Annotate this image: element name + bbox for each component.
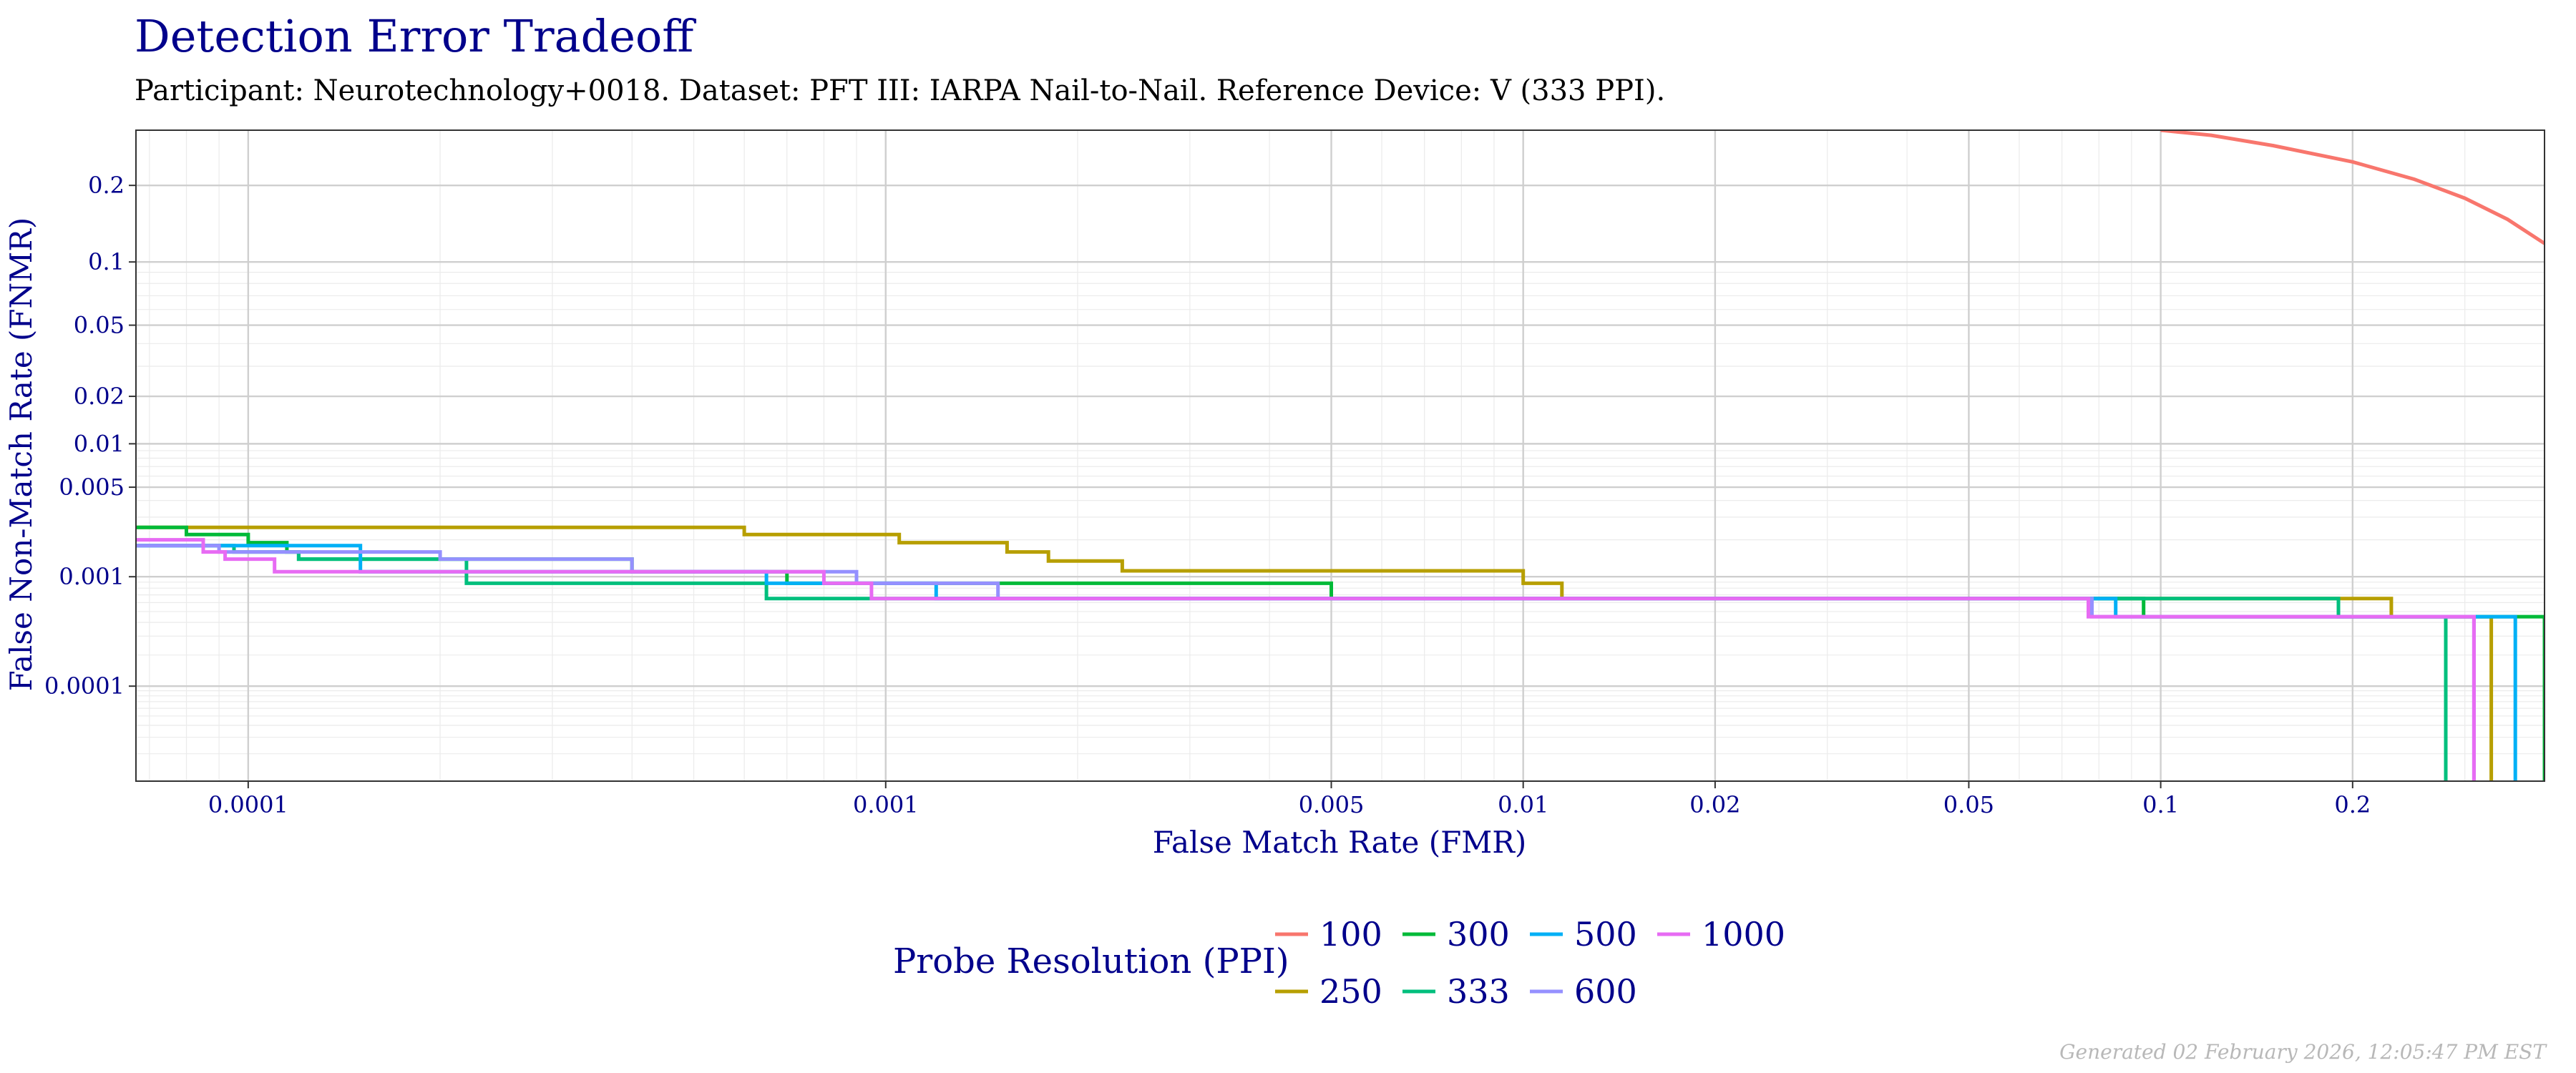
legend-label-1000: 1000 bbox=[1702, 915, 1785, 954]
legend: Probe Resolution (PPI) 100 250 300 333 500 60… bbox=[893, 915, 1785, 1011]
series-line-1000 bbox=[136, 538, 2476, 781]
major-gridlines bbox=[136, 130, 2545, 781]
x-tick-label: 0.01 bbox=[1498, 791, 1548, 818]
y-tick-label: 0.1 bbox=[88, 248, 125, 275]
y-tick-label: 0.001 bbox=[59, 563, 125, 590]
legend-label-300: 300 bbox=[1447, 915, 1510, 954]
legend-label-333: 333 bbox=[1447, 972, 1510, 1011]
legend-label-100: 100 bbox=[1319, 915, 1382, 954]
chart-subtitle: Participant: Neurotechnology+0018. Datas… bbox=[135, 74, 1665, 107]
x-tick-label: 0.05 bbox=[1943, 791, 1994, 818]
y-axis-label: False Non-Match Rate (FNMR) bbox=[4, 217, 39, 692]
plot-border bbox=[135, 129, 2545, 782]
plot-panel bbox=[135, 129, 2545, 782]
series-line-100 bbox=[2160, 130, 2545, 245]
plot-background bbox=[136, 130, 2545, 781]
x-axis-label: False Match Rate (FMR) bbox=[1153, 825, 1527, 860]
x-tick-label: 0.1 bbox=[2142, 791, 2179, 818]
y-tick-label: 0.2 bbox=[88, 172, 125, 199]
chart-title: Detection Error Tradeoff bbox=[135, 10, 696, 62]
legend-label-250: 250 bbox=[1319, 972, 1382, 1011]
y-tick-label: 0.02 bbox=[74, 383, 125, 410]
series-line-250 bbox=[136, 525, 2494, 781]
legend-label-500: 500 bbox=[1574, 915, 1637, 954]
series-lines bbox=[136, 130, 2545, 781]
x-tick-label: 0.2 bbox=[2334, 791, 2371, 818]
y-tick-label: 0.0001 bbox=[44, 672, 125, 700]
x-axis: 0.0001 0.001 0.005 0.01 0.02 0.05 0.1 0.2 bbox=[208, 781, 2371, 818]
x-tick-label: 0.005 bbox=[1299, 791, 1365, 818]
y-tick-label: 0.05 bbox=[74, 312, 125, 339]
x-tick-label: 0.02 bbox=[1689, 791, 1740, 818]
x-tick-label: 0.001 bbox=[853, 791, 919, 818]
y-axis: 0.2 0.1 0.05 0.02 0.01 0.005 0.001 0.0001 bbox=[44, 172, 136, 700]
legend-title: Probe Resolution (PPI) bbox=[893, 941, 1289, 981]
y-tick-label: 0.01 bbox=[74, 430, 125, 457]
x-tick-label: 0.0001 bbox=[208, 791, 288, 818]
legend-items: 100 250 300 333 500 600 1000 bbox=[1275, 915, 1785, 1011]
y-tick-label: 0.005 bbox=[59, 474, 125, 501]
generated-timestamp: Generated 02 February 2026, 12:05:47 PM … bbox=[2059, 1040, 2547, 1064]
legend-label-600: 600 bbox=[1574, 972, 1637, 1011]
series-line-600 bbox=[136, 544, 2476, 781]
